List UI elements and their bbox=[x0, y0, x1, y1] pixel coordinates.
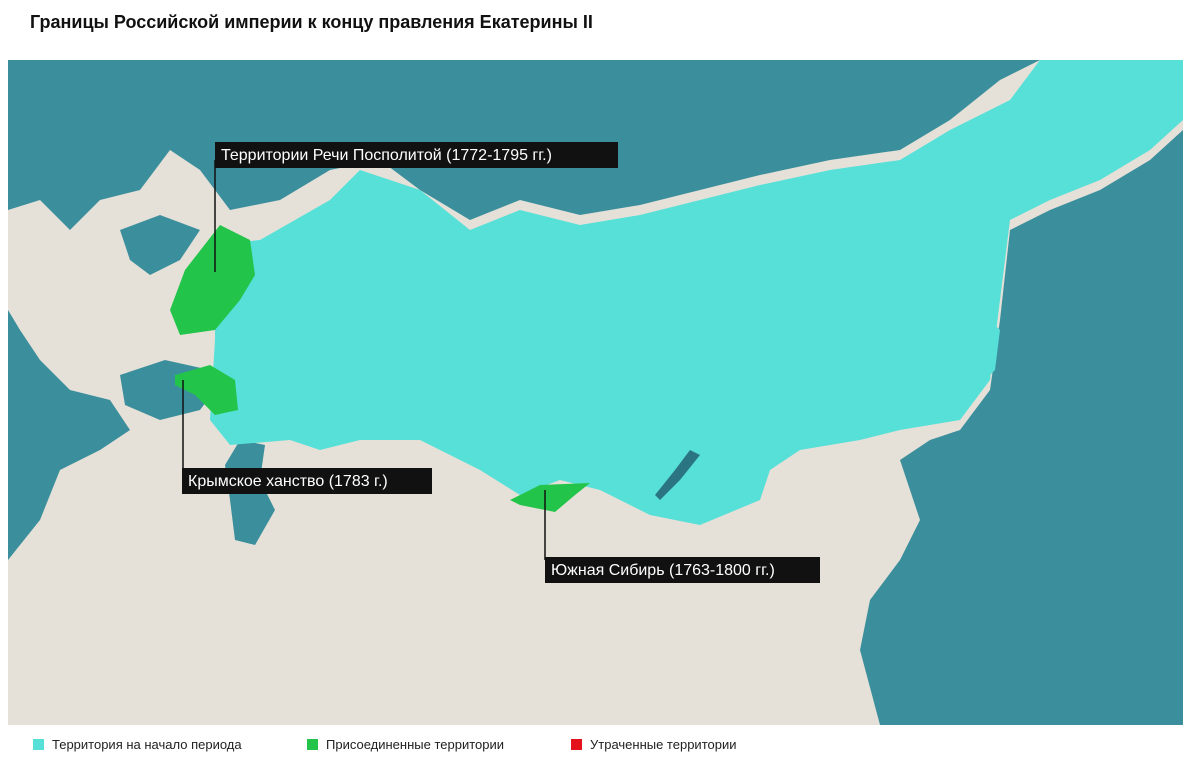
lake-baikal bbox=[655, 450, 700, 500]
legend-label: Территория на начало периода bbox=[52, 737, 242, 752]
legend-item: Территория на начало периода bbox=[33, 737, 242, 752]
annotation-text: Территории Речи Посполитой (1772-1795 гг… bbox=[221, 147, 552, 164]
legend-swatch bbox=[571, 739, 582, 750]
annotation: Южная Сибирь (1763-1800 гг.) bbox=[545, 557, 820, 583]
legend-swatch bbox=[33, 739, 44, 750]
sea-baltic bbox=[120, 215, 200, 275]
annotation-text: Южная Сибирь (1763-1800 гг.) bbox=[551, 562, 775, 579]
legend-item: Присоединенные территории bbox=[307, 737, 504, 752]
siberia-annexed bbox=[510, 483, 590, 512]
label-box bbox=[545, 557, 820, 583]
legend-label: Утраченные территории bbox=[590, 737, 737, 752]
leaders bbox=[182, 160, 546, 560]
map-title: Границы Российской империи к концу правл… bbox=[30, 12, 593, 32]
legend-swatch bbox=[307, 739, 318, 750]
annotation: Территории Речи Посполитой (1772-1795 гг… bbox=[215, 142, 618, 168]
kamchatka bbox=[960, 290, 1000, 390]
label-box bbox=[182, 468, 432, 494]
crimea-annexed bbox=[175, 365, 238, 415]
label-box bbox=[215, 142, 618, 168]
map: Территории Речи Посполитой (1772-1795 гг… bbox=[8, 60, 1183, 725]
russia-initial bbox=[210, 60, 1183, 525]
annotation: Крымское ханство (1783 г.) bbox=[182, 468, 432, 494]
annotation-text: Крымское ханство (1783 г.) bbox=[188, 473, 388, 490]
poland-annexed bbox=[170, 225, 255, 335]
legend-item: Утраченные территории bbox=[571, 737, 737, 752]
legend-label: Присоединенные территории bbox=[326, 737, 505, 752]
